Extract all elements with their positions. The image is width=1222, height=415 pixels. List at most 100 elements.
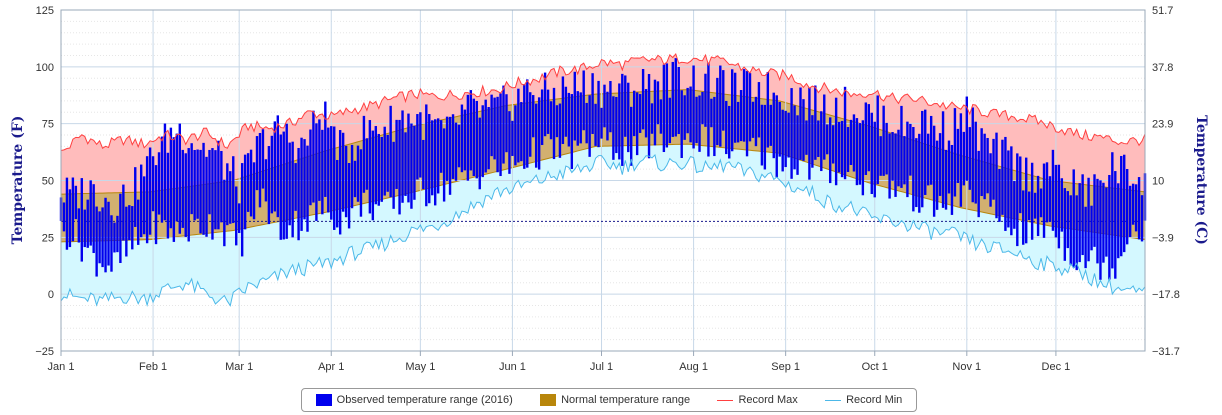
observed-bar	[546, 89, 550, 134]
observed-bar	[291, 141, 294, 238]
observed-bar	[805, 120, 808, 155]
observed-bar	[306, 145, 309, 232]
observed-bar	[300, 137, 303, 231]
observed-bar	[656, 81, 660, 125]
observed-bar	[232, 156, 235, 224]
observed-bar	[240, 163, 244, 257]
legend-item-observed[interactable]: Observed temperature range (2016)	[315, 394, 513, 406]
x-tick-label: Oct 1	[862, 361, 888, 373]
observed-bar	[852, 114, 856, 172]
observed-bar	[208, 149, 211, 215]
observed-bar	[448, 116, 452, 195]
observed-bar	[834, 97, 838, 186]
observed-bar	[139, 164, 143, 238]
observed-bar	[442, 128, 446, 202]
observed-bar	[1036, 175, 1040, 237]
observed-bar	[1111, 152, 1114, 269]
observed-bar	[445, 116, 449, 181]
observed-bar	[137, 199, 140, 245]
observed-bar	[992, 138, 995, 200]
y-tick-label-right: 10	[1152, 176, 1164, 188]
observed-bar	[98, 211, 101, 264]
observed-bar	[1090, 205, 1093, 251]
x-tick-label: Feb 1	[139, 361, 167, 373]
y-tick-label-right: 37.8	[1152, 62, 1173, 74]
observed-bar	[1131, 183, 1135, 225]
observed-bar	[1027, 191, 1031, 221]
observed-bar	[184, 153, 187, 237]
observed-bar	[356, 145, 360, 202]
observed-bar	[261, 129, 265, 189]
observed-bar	[104, 197, 107, 273]
observed-bar	[686, 87, 689, 134]
observed-bar	[561, 76, 565, 144]
legend-item-record-min[interactable]: Record Min	[825, 394, 902, 406]
legend-item-normal[interactable]: Normal temperature range	[540, 394, 690, 406]
observed-bar	[172, 137, 176, 242]
observed-bar	[481, 105, 484, 178]
observed-bar	[627, 82, 630, 153]
observed-bar	[757, 82, 761, 138]
right-axis-title: Temperature (C)	[1193, 115, 1209, 245]
observed-bar	[811, 115, 814, 168]
record-lines	[60, 53, 1146, 308]
observed-bar	[1120, 155, 1123, 257]
observed-bar	[1096, 178, 1099, 264]
observed-bar	[950, 144, 954, 215]
observed-bar	[894, 133, 897, 197]
x-tick-label: Apr 1	[318, 361, 344, 373]
observed-bar	[92, 184, 95, 254]
legend-item-record-max[interactable]: Record Max	[717, 394, 798, 406]
observed-bar	[665, 63, 669, 148]
observed-bar	[297, 147, 300, 241]
observed-bar	[662, 64, 666, 153]
legend-swatch-record-max	[717, 399, 734, 401]
observed-bar	[460, 104, 464, 173]
observed-bar	[154, 165, 158, 245]
x-tick-label: Dec 1	[1042, 361, 1071, 373]
observed-bar	[915, 138, 918, 208]
observed-bar	[401, 110, 404, 203]
observed-bar	[971, 107, 974, 203]
observed-bar	[487, 107, 490, 170]
observed-bar	[175, 133, 179, 222]
observed-bar	[83, 209, 86, 248]
observed-bar	[270, 135, 274, 214]
observed-bar	[858, 123, 862, 185]
observed-bar	[454, 122, 458, 181]
y-tick-label-right: −3.9	[1152, 232, 1174, 244]
observed-bar	[279, 134, 282, 240]
observed-bar	[1069, 195, 1072, 265]
observed-bar	[742, 69, 746, 142]
observed-bar	[828, 117, 832, 184]
observed-bar	[252, 162, 256, 220]
observed-bar	[439, 120, 443, 173]
observed-bar	[873, 121, 876, 198]
x-tick-label: Sep 1	[771, 361, 800, 373]
observed-bar	[1102, 182, 1105, 263]
observed-bar	[1066, 191, 1069, 249]
observed-bar	[508, 111, 511, 174]
observed-bar	[484, 99, 487, 173]
observed-bar	[1060, 178, 1064, 232]
observed-bar	[116, 215, 119, 253]
observed-bar	[502, 85, 505, 164]
observed-bar	[683, 95, 686, 140]
observed-bar	[338, 130, 342, 235]
observed-bar	[558, 103, 562, 158]
observed-bar	[413, 125, 416, 200]
record-max-line	[60, 53, 1146, 151]
observed-bar	[671, 61, 674, 137]
observed-bar	[160, 136, 164, 223]
observed-bar	[71, 177, 75, 242]
observed-bar	[335, 159, 339, 228]
observed-bar	[1099, 180, 1102, 280]
observed-bar	[353, 160, 357, 198]
y-tick-label-left: 0	[48, 289, 54, 301]
observed-bar	[1042, 163, 1046, 238]
observed-bar	[264, 159, 268, 202]
observed-bar	[395, 119, 398, 189]
observed-bar	[62, 202, 66, 232]
observed-bar	[754, 96, 758, 147]
observed-bar	[846, 127, 850, 172]
